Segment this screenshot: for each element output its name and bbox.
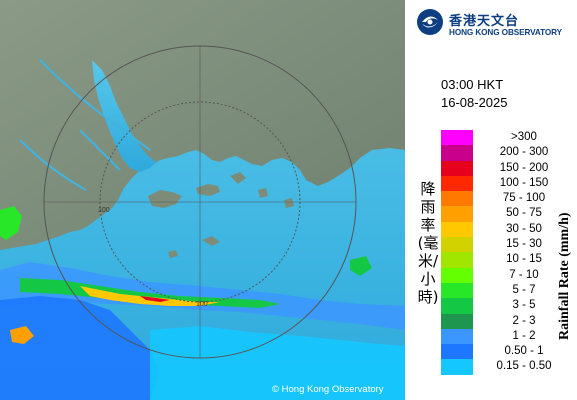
rainfall-legend: >300 200 - 300 150 - 200 100 - 150 75 - 100 5…	[441, 130, 569, 375]
legend-row: 0.15 - 0.50	[441, 359, 569, 375]
hong-kong-island	[196, 184, 220, 196]
legend-label: 200 - 300	[499, 146, 549, 159]
legend-color-swatch	[441, 344, 473, 360]
legend-row: 50 - 75	[441, 206, 569, 222]
legend-color-swatch	[441, 130, 473, 146]
legend-label: 75 - 100	[502, 192, 546, 205]
legend-label: 5 - 7	[512, 283, 536, 296]
islet-3	[202, 236, 220, 246]
legend-row: 10 - 15	[441, 252, 569, 268]
rain-band-light	[0, 262, 405, 330]
legend-color-swatch	[441, 252, 473, 268]
islet-4	[168, 250, 178, 258]
legend-label: 10 - 15	[506, 253, 542, 266]
legend-color-swatch	[441, 237, 473, 253]
legend-label: 2 - 3	[512, 314, 536, 327]
legend-row: 150 - 200	[441, 160, 569, 176]
legend-label: 3 - 5	[512, 299, 536, 312]
legend-row: 100 - 150	[441, 175, 569, 192]
radar-map[interactable]: 100 100	[0, 0, 405, 400]
islet-1	[230, 172, 246, 184]
legend-label: 0.15 - 0.50	[496, 360, 552, 373]
legend-label: 7 - 10	[509, 268, 539, 281]
legend-title-en: Rainfall Rate (mm/h)	[557, 212, 572, 340]
legend-row: >300	[441, 130, 569, 146]
legend-label: 150 - 200	[499, 161, 549, 174]
legend-color-swatch	[441, 267, 473, 283]
islet-2	[258, 188, 268, 198]
legend-row: 5 - 7	[441, 282, 569, 299]
legend-label: 30 - 50	[506, 222, 542, 235]
legend-row: 2 - 3	[441, 313, 569, 329]
observatory-emblem-icon	[417, 9, 443, 35]
legend-row: 7 - 10	[441, 267, 569, 283]
legend-color-swatch	[441, 145, 473, 161]
range-ring-label-south: 100	[196, 301, 208, 308]
legend-color-swatch	[441, 191, 473, 207]
legend-label: 15 - 30	[506, 238, 542, 251]
observatory-name-en: HONG KONG OBSERVATORY	[449, 28, 562, 37]
legend-label: 0.50 - 1	[504, 345, 544, 358]
rain-patch-west	[0, 206, 22, 240]
legend-row: 75 - 100	[441, 191, 569, 207]
legend-color-swatch	[441, 282, 473, 299]
legend-color-swatch	[441, 160, 473, 176]
observation-time: 03:00 HKT	[441, 77, 504, 92]
lantau-island	[148, 190, 182, 208]
legend-row: 15 - 30	[441, 237, 569, 253]
river-channel	[19, 59, 151, 191]
rain-patch-southwest	[10, 326, 34, 344]
legend-title-zh: 降雨率(毫米/小時)	[417, 180, 439, 306]
rain-field-south	[150, 326, 405, 400]
rain-core-heavy	[80, 286, 220, 306]
legend-color-swatch	[441, 359, 473, 375]
range-ring-label-west: 100	[98, 207, 110, 214]
legend-label: >300	[511, 131, 537, 143]
legend-color-swatch	[441, 206, 473, 222]
legend-color-swatch	[441, 313, 473, 329]
legend-color-swatch	[441, 328, 473, 345]
copyright-notice: © Hong Kong Observatory	[272, 384, 384, 395]
legend-color-swatch	[441, 175, 473, 192]
islet-5	[284, 198, 294, 208]
pearl-river-estuary	[92, 60, 156, 172]
legend-row: 1 - 2	[441, 328, 569, 345]
legend-panel: 香港天文台 HONG KONG OBSERVATORY 03:00 HKT 16…	[405, 0, 577, 400]
observatory-logo[interactable]: 香港天文台 HONG KONG OBSERVATORY	[416, 8, 576, 40]
legend-label: 1 - 2	[512, 329, 536, 342]
observatory-name-zh: 香港天文台	[449, 14, 520, 29]
legend-color-swatch	[441, 221, 473, 238]
legend-row: 0.50 - 1	[441, 344, 569, 360]
legend-color-swatch	[441, 298, 473, 314]
rain-field-southwest	[0, 296, 160, 400]
rain-core-intense	[140, 296, 170, 302]
legend-row: 30 - 50	[441, 221, 569, 238]
legend-label: 50 - 75	[506, 207, 542, 220]
legend-row: 3 - 5	[441, 298, 569, 314]
legend-label: 100 - 150	[499, 176, 549, 189]
rain-patch-east	[350, 256, 372, 276]
legend-row: 200 - 300	[441, 145, 569, 161]
observation-date: 16-08-2025	[441, 95, 508, 110]
